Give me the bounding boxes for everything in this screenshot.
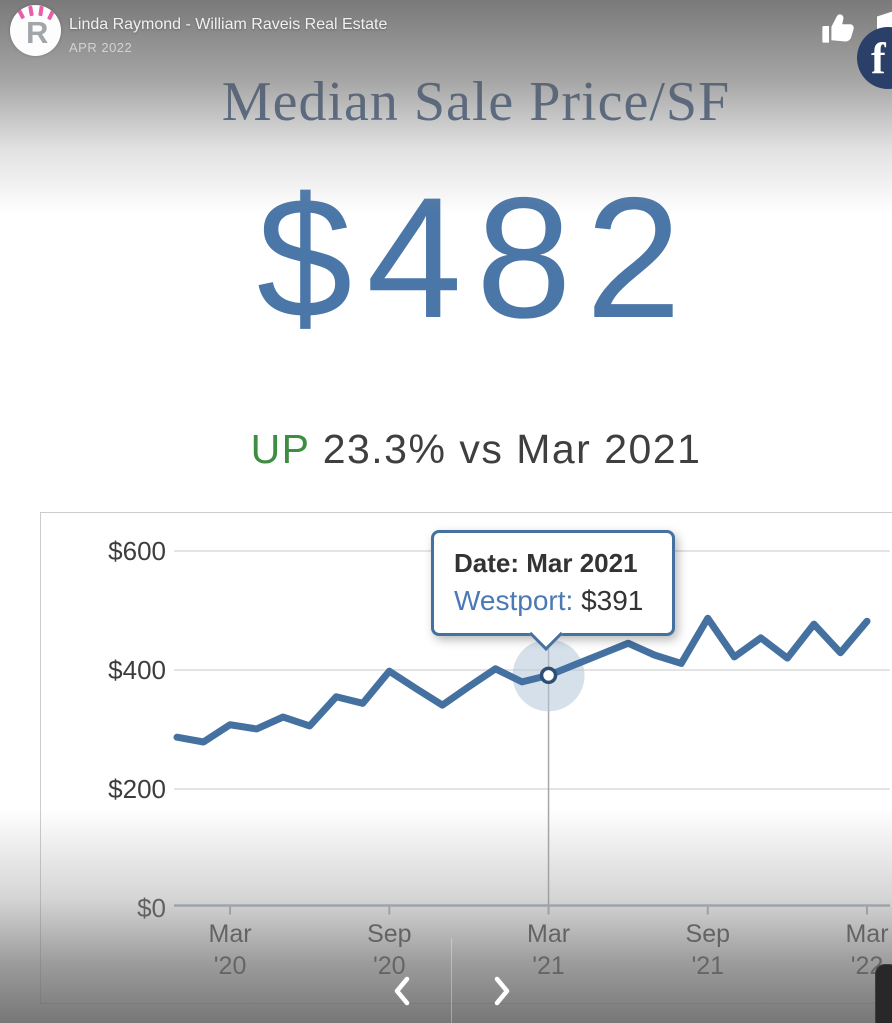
x-axis-label: '21 bbox=[532, 952, 565, 980]
player-divider bbox=[451, 938, 452, 1023]
next-slide-button[interactable] bbox=[486, 974, 516, 1013]
y-axis-label: $400 bbox=[108, 655, 166, 685]
change-text: 23.3% vs Mar 2021 bbox=[322, 426, 702, 472]
change-summary: UP 23.3% vs Mar 2021 bbox=[60, 426, 892, 473]
avatar-stitch-decoration bbox=[16, 8, 26, 20]
x-axis-label: Sep bbox=[367, 920, 411, 948]
price-line-westport[interactable] bbox=[173, 614, 871, 746]
tooltip-series-label: Westport: bbox=[454, 585, 574, 616]
thumbs-up-icon[interactable] bbox=[820, 11, 858, 52]
x-axis-label: Mar bbox=[209, 920, 252, 948]
change-direction: UP bbox=[250, 426, 310, 472]
chart-tooltip: Date: Mar 2021 Westport: $391 bbox=[431, 530, 675, 651]
avatar-letter: R bbox=[26, 15, 49, 50]
x-axis-label: Mar bbox=[527, 920, 570, 948]
x-axis-label: '20 bbox=[214, 952, 247, 980]
tooltip-series-value: $391 bbox=[581, 585, 644, 616]
post-date: APR 2022 bbox=[69, 40, 133, 55]
y-axis-label: $600 bbox=[108, 536, 166, 566]
x-axis-label: Sep bbox=[686, 920, 730, 948]
y-axis-label: $200 bbox=[108, 774, 166, 804]
avatar-stitch-decoration bbox=[47, 9, 55, 21]
scrollbar-thumb[interactable] bbox=[875, 964, 892, 1023]
chart-title: Median Sale Price/SF bbox=[221, 71, 731, 133]
tooltip-date: Date: Mar 2021 bbox=[454, 548, 638, 578]
avatar-stitch-decoration bbox=[28, 5, 34, 17]
tooltip-series: Westport: $391 bbox=[454, 585, 654, 617]
x-axis-label: Mar bbox=[845, 920, 888, 948]
selected-data-point[interactable] bbox=[539, 666, 558, 685]
x-axis-label: '21 bbox=[691, 952, 724, 980]
author-name[interactable]: Linda Raymond - William Raveis Real Esta… bbox=[69, 16, 388, 33]
previous-slide-button[interactable] bbox=[388, 974, 418, 1013]
headline-value: $482 bbox=[256, 162, 696, 354]
y-axis-label: $0 bbox=[137, 893, 166, 923]
avatar[interactable]: R bbox=[10, 5, 61, 56]
